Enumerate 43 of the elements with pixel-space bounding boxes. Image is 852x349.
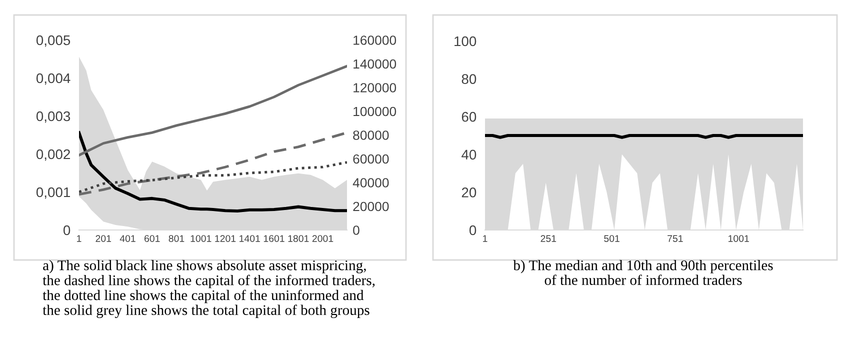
y-tick-label: 0,004 — [36, 73, 70, 85]
x-tick-label: 1201 — [215, 235, 236, 242]
y2-tick-label: 120000 — [354, 83, 396, 92]
line-series — [79, 131, 347, 213]
line-series — [79, 161, 347, 194]
text: a) The solid black line shows absolute asset mispricing, the dashed line shows the capital of the informed traders, the dotted line shows the capital of the uninformed and the solid grey line shows the total capital of both groups — [42, 260, 375, 318]
y-tick-label: 60 — [462, 112, 476, 122]
x-tick-label: 1401 — [240, 235, 260, 242]
y-tick-label: 0,002 — [36, 149, 70, 161]
line-series — [79, 64, 347, 156]
y-tick-label: 0,005 — [36, 35, 70, 47]
y2-tick-label: 160000 — [354, 36, 396, 45]
x-tick-label: 501 — [604, 235, 620, 242]
y-tick-label: 20 — [462, 188, 476, 198]
y2-tick-label: 20000 — [353, 202, 389, 212]
y2-tick-label: 0 — [353, 226, 360, 235]
y-tick-label: 0,003 — [36, 111, 70, 123]
y-tick-label: 100 — [454, 36, 476, 46]
x-tick-label: 1001 — [728, 235, 749, 242]
x-tick-label: 251 — [540, 235, 556, 242]
x-tick-label: 201 — [96, 235, 112, 242]
line-series — [79, 131, 347, 196]
y2-tick-label: 60000 — [353, 154, 389, 164]
x-tick-label: 401 — [120, 235, 136, 242]
x-tick-label: 1 — [483, 235, 488, 242]
y-tick-label: 0 — [469, 225, 476, 236]
y2-tick-label: 100000 — [354, 106, 396, 116]
x-tick-label: 1 — [77, 235, 82, 242]
y-tick-label: 0,001 — [36, 187, 70, 199]
x-tick-label: 1001 — [190, 235, 212, 242]
y-tick-label: 80 — [462, 74, 476, 84]
x-tick-label: 2001 — [312, 235, 334, 242]
y2-tick-label: 80000 — [353, 130, 389, 140]
x-tick-label: 801 — [168, 235, 184, 242]
y-tick-label: 0 — [63, 225, 70, 236]
x-tick-label: 1601 — [264, 235, 284, 242]
x-tick-label: 1801 — [288, 235, 309, 242]
text: b) The median and 10th and 90th percentiles of the number of informed traders — [513, 260, 773, 286]
x-tick-label: 601 — [144, 235, 160, 242]
y-tick-label: 40 — [462, 150, 476, 160]
y2-tick-label: 40000 — [352, 178, 389, 188]
y2-tick-label: 140000 — [354, 59, 396, 69]
x-tick-label: 751 — [668, 235, 683, 242]
